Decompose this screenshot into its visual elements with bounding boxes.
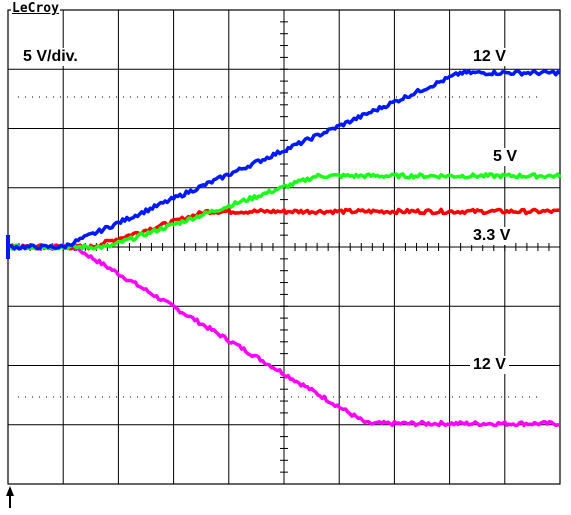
trace-3 bbox=[7, 243, 561, 428]
trace-0 bbox=[7, 69, 562, 251]
ground-marker bbox=[6, 235, 10, 259]
trace-1 bbox=[7, 172, 562, 251]
volts-per-div-label: 5 V/div. bbox=[20, 48, 81, 66]
brand-logo: LeCroy bbox=[11, 1, 60, 16]
trigger-arrow-icon bbox=[6, 486, 14, 496]
series-label-magenta: 12 V bbox=[470, 356, 509, 374]
series-label-red: 3.3 V bbox=[470, 227, 514, 245]
series-label-blue: 12 V bbox=[470, 48, 509, 66]
series-label-green: 5 V bbox=[490, 148, 521, 166]
